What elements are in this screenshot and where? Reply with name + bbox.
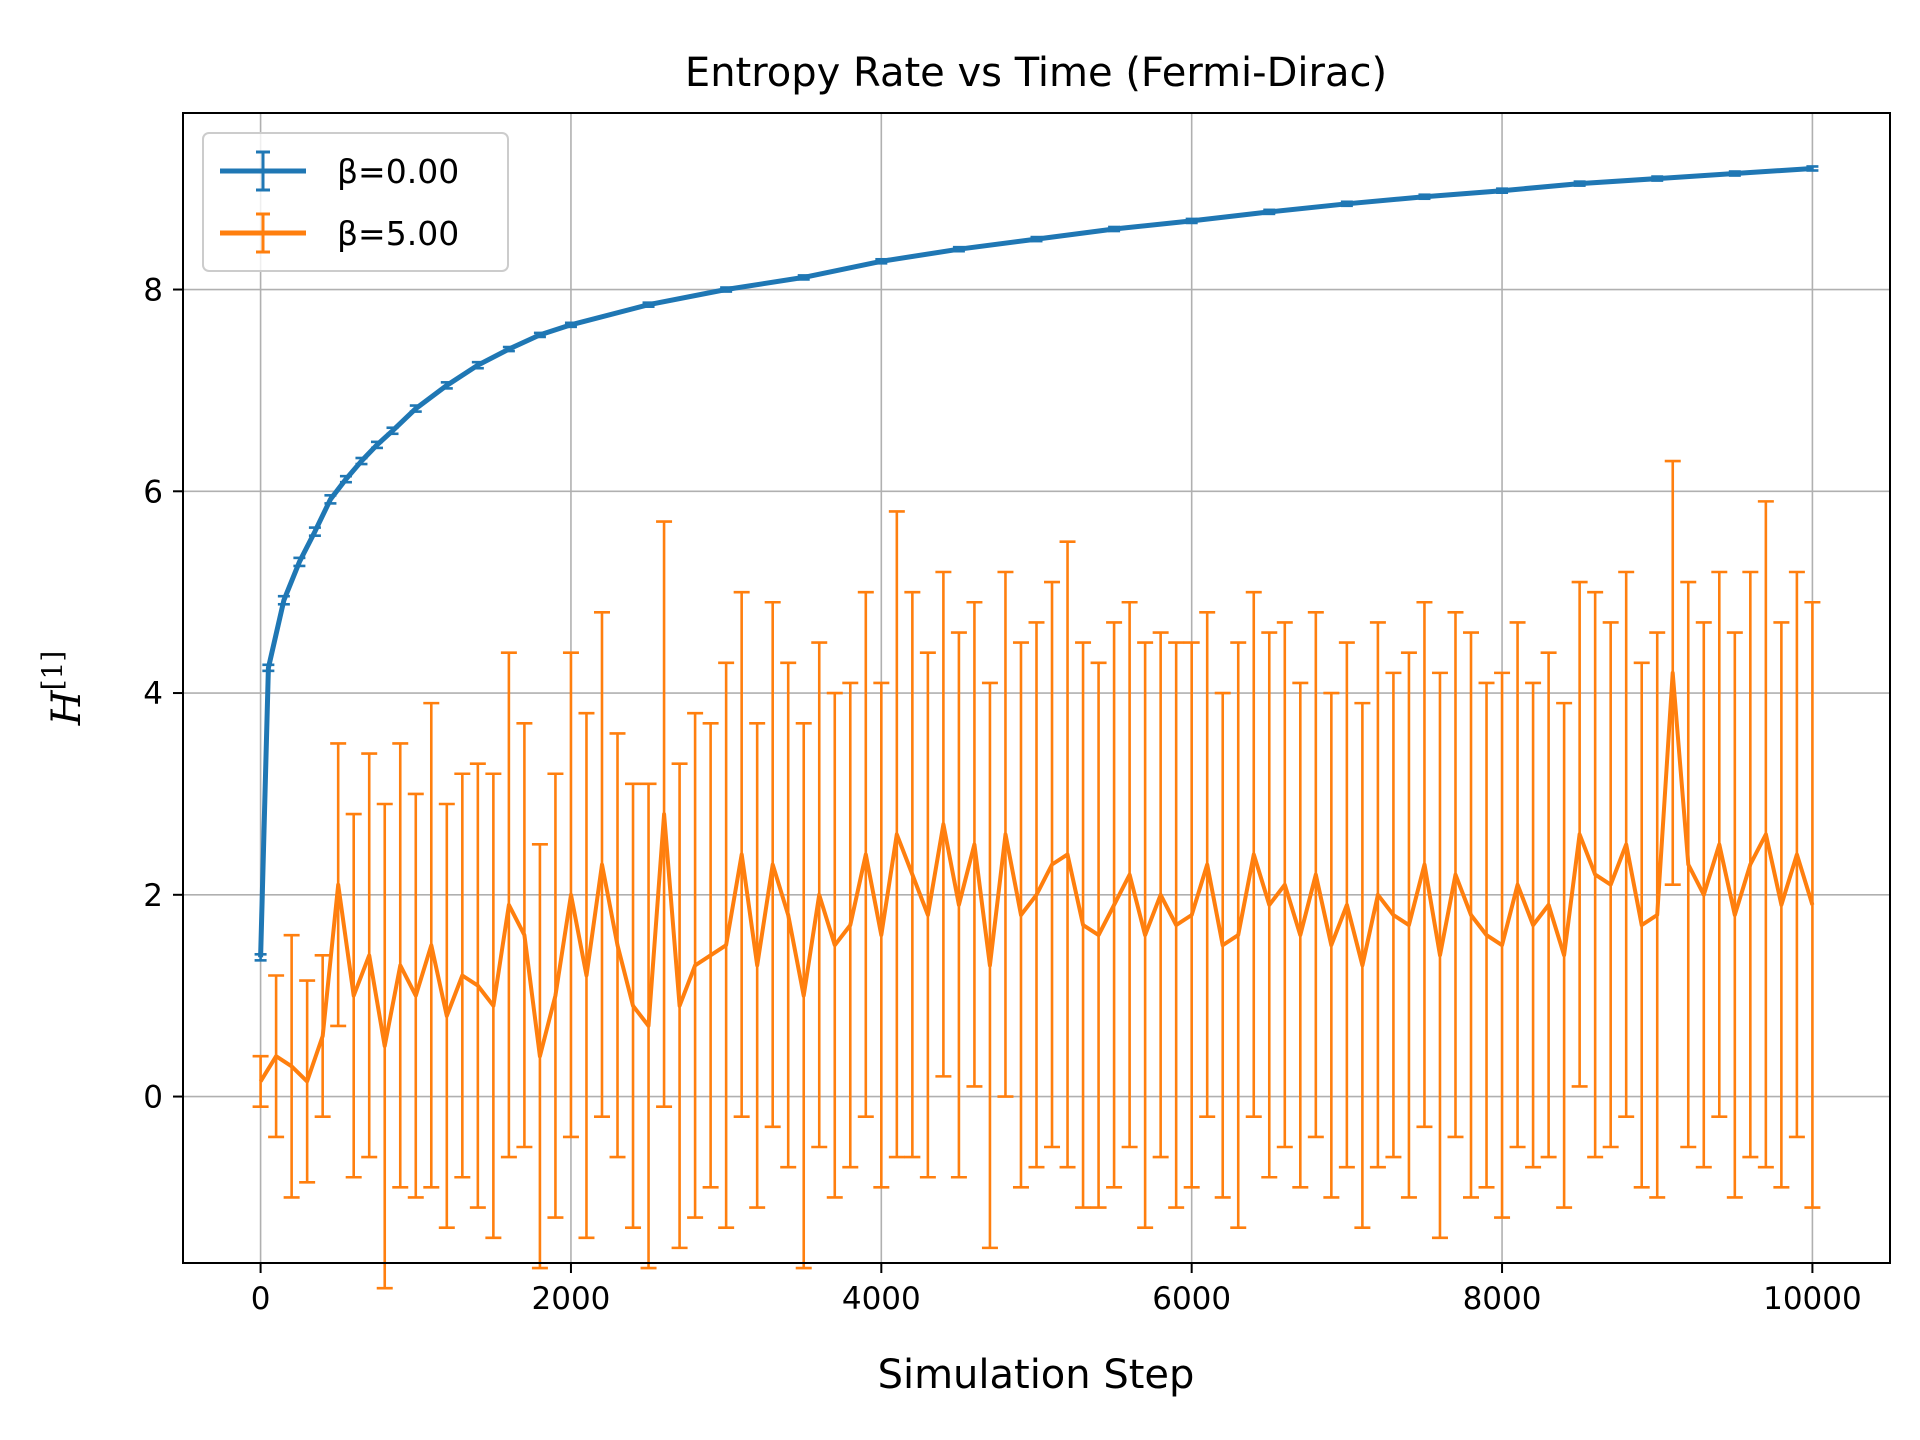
y-tick-label: 4 bbox=[143, 676, 163, 712]
legend: β=0.00 β=5.00 bbox=[202, 132, 509, 272]
x-tick-label: 0 bbox=[251, 1281, 271, 1317]
legend-label: β=5.00 bbox=[337, 214, 459, 253]
legend-items: β=0.00 β=5.00 bbox=[220, 150, 459, 254]
series-line bbox=[258, 670, 1815, 1084]
chart-title: Entropy Rate vs Time (Fermi-Dirac) bbox=[685, 50, 1387, 96]
y-tick-label: 6 bbox=[143, 474, 163, 510]
y-axis-label-main: H bbox=[44, 689, 90, 726]
axis-ticks: 0 2000 4000 6000 8000 10000 0 2 4 6 8 bbox=[143, 273, 1861, 1317]
series-line bbox=[258, 166, 1813, 958]
series-1 bbox=[254, 165, 1819, 962]
series-layer bbox=[252, 165, 1821, 1290]
y-tick-label: 8 bbox=[143, 273, 163, 309]
legend-box bbox=[202, 132, 509, 272]
x-tick-label: 10000 bbox=[1763, 1281, 1862, 1317]
y-tick-label: 0 bbox=[143, 1080, 163, 1116]
plot-frame bbox=[182, 112, 1891, 1264]
x-axis-label: Simulation Step bbox=[878, 1352, 1195, 1398]
x-tick-label: 4000 bbox=[842, 1281, 921, 1317]
x-tick-label: 2000 bbox=[532, 1281, 611, 1317]
y-axis-label: H[1] bbox=[36, 651, 90, 727]
series-2 bbox=[252, 459, 1821, 1290]
legend-label: β=0.00 bbox=[337, 152, 459, 191]
x-tick-label: 6000 bbox=[1152, 1281, 1231, 1317]
y-tick-label: 2 bbox=[143, 878, 163, 914]
y-axis-label-superscript: [1] bbox=[36, 651, 69, 691]
x-tick-label: 8000 bbox=[1463, 1281, 1542, 1317]
